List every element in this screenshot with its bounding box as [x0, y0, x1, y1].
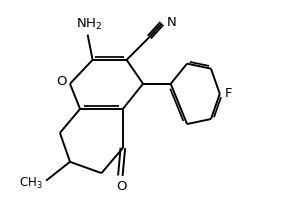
Text: O: O — [116, 180, 127, 193]
Text: O: O — [56, 75, 67, 88]
Text: CH$_3$: CH$_3$ — [19, 176, 43, 191]
Text: N: N — [166, 16, 176, 29]
Text: F: F — [224, 87, 232, 100]
Text: NH$_2$: NH$_2$ — [76, 17, 102, 32]
